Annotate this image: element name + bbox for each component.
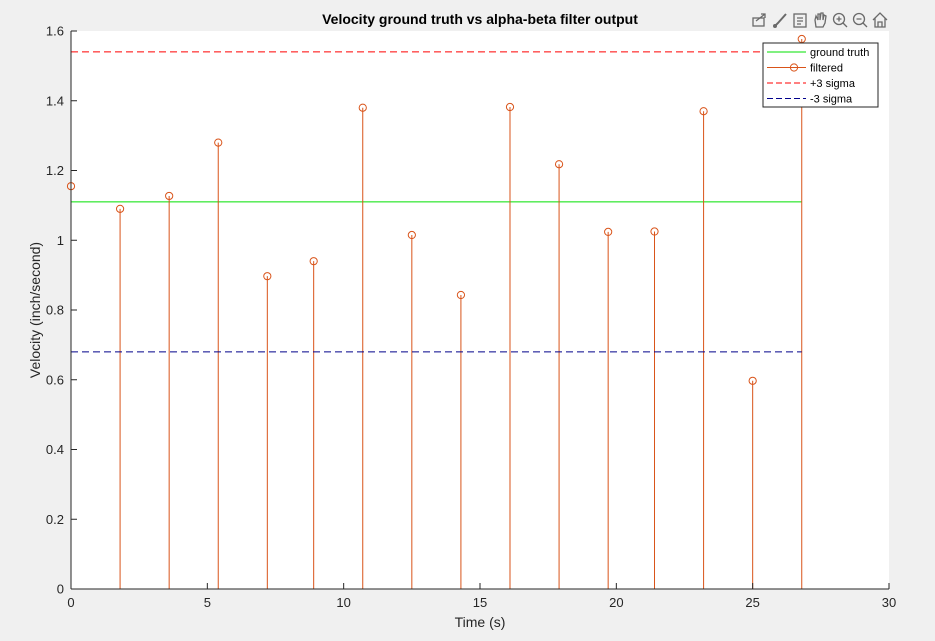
legend-entry: +3 sigma: [810, 78, 856, 90]
stem-marker: [505, 102, 515, 112]
y-tick-label: 0: [57, 582, 64, 597]
y-tick-label: 0.4: [46, 442, 64, 457]
stem-marker: [115, 204, 125, 213]
y-tick-label: 0.8: [46, 303, 64, 318]
x-tick-label: 10: [336, 595, 350, 610]
x-tick-label: 25: [745, 595, 759, 610]
stem-marker: [309, 257, 318, 266]
stem-marker: [263, 272, 272, 281]
x-tick-label: 5: [204, 595, 211, 610]
y-tick-label: 1.6: [46, 24, 64, 39]
zoom-out-icon[interactable]: [852, 12, 868, 28]
legend-entry: ground truth: [810, 47, 869, 59]
y-tick-label: 0.6: [46, 372, 64, 387]
plot-area: [71, 31, 889, 589]
brush-icon[interactable]: [773, 13, 787, 28]
legend-entry: -3 sigma: [810, 94, 853, 106]
y-axis-label: Velocity (inch/second): [27, 242, 43, 378]
home-icon[interactable]: [872, 12, 888, 28]
stem-marker: [214, 138, 223, 147]
x-tick-label: 0: [67, 595, 74, 610]
pan-icon[interactable]: [814, 12, 827, 28]
stem-marker: [407, 230, 416, 240]
chart-title: Velocity ground truth vs alpha-beta filt…: [322, 11, 638, 27]
legend-entry: filtered: [810, 63, 843, 75]
stem-marker: [554, 160, 564, 169]
x-tick-label: 30: [882, 595, 896, 610]
data-tip-icon[interactable]: [793, 13, 807, 28]
legend-marker: [789, 63, 799, 72]
y-tick-label: 1: [57, 233, 64, 248]
x-axis-label: Time (s): [455, 614, 506, 630]
x-tick-label: 15: [473, 595, 487, 610]
x-tick-label: 20: [609, 595, 623, 610]
axes-toolbar: [752, 12, 888, 28]
stem-marker: [748, 376, 757, 385]
stem-marker: [165, 191, 174, 201]
stem-marker: [456, 290, 466, 300]
stem-marker: [358, 103, 367, 112]
y-tick-label: 1.2: [46, 163, 64, 178]
stem-marker: [650, 227, 659, 236]
zoom-in-icon[interactable]: [832, 12, 848, 28]
legend[interactable]: ground truth filtered +3 sigma -3 sigma: [762, 42, 879, 108]
stem-marker: [699, 107, 708, 116]
stem-marker: [604, 227, 613, 236]
series-layer: [66, 34, 806, 589]
axes-layer: 0 5 10 15 20 25 30 0 0.2 0.4 0.6 0.8 1 1.2 1.4 1.6: [46, 24, 896, 611]
y-tick-label: 0.2: [46, 512, 64, 527]
export-icon[interactable]: [752, 13, 766, 27]
legend-box: [762, 42, 879, 108]
y-tick-label: 1.4: [46, 93, 64, 108]
